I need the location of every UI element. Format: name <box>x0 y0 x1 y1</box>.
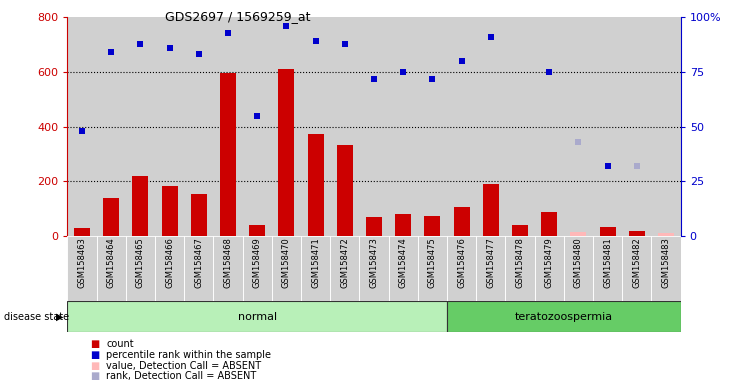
Text: ■: ■ <box>90 339 99 349</box>
Bar <box>155 17 184 236</box>
Text: GSM158472: GSM158472 <box>340 237 349 288</box>
Bar <box>67 236 96 301</box>
Bar <box>395 214 411 236</box>
Bar <box>74 228 90 236</box>
Bar <box>272 17 301 236</box>
Text: GSM158464: GSM158464 <box>107 237 116 288</box>
Text: GSM158467: GSM158467 <box>194 237 203 288</box>
Bar <box>622 236 652 301</box>
Bar <box>330 236 359 301</box>
Bar <box>242 236 272 301</box>
Text: GSM158481: GSM158481 <box>603 237 612 288</box>
Text: GSM158470: GSM158470 <box>282 237 291 288</box>
Text: GSM158483: GSM158483 <box>661 237 670 288</box>
Bar <box>301 17 330 236</box>
Text: GSM158474: GSM158474 <box>399 237 408 288</box>
Bar <box>593 17 622 236</box>
Bar <box>359 17 389 236</box>
Bar <box>67 301 447 332</box>
Text: ■: ■ <box>90 350 99 360</box>
Bar <box>220 73 236 236</box>
Bar <box>330 17 359 236</box>
Bar <box>132 176 148 236</box>
Text: GSM158469: GSM158469 <box>253 237 262 288</box>
Text: GSM158482: GSM158482 <box>632 237 641 288</box>
Bar <box>447 236 476 301</box>
Text: value, Detection Call = ABSENT: value, Detection Call = ABSENT <box>106 361 261 371</box>
Text: GSM158479: GSM158479 <box>545 237 554 288</box>
Bar <box>359 236 389 301</box>
Bar <box>103 198 119 236</box>
Bar <box>506 236 535 301</box>
Bar <box>571 232 586 236</box>
Bar <box>482 184 499 236</box>
Bar <box>307 134 324 236</box>
Text: GDS2697 / 1569259_at: GDS2697 / 1569259_at <box>165 10 310 23</box>
Text: GSM158478: GSM158478 <box>515 237 524 288</box>
Bar <box>535 236 564 301</box>
Bar <box>418 236 447 301</box>
Text: GSM158480: GSM158480 <box>574 237 583 288</box>
Bar <box>126 236 155 301</box>
Bar <box>389 17 418 236</box>
Bar <box>389 236 418 301</box>
Bar <box>366 217 382 236</box>
Bar <box>593 236 622 301</box>
Bar <box>301 236 330 301</box>
Bar <box>658 233 674 236</box>
Bar <box>424 216 441 236</box>
Bar <box>447 301 681 332</box>
Bar <box>564 17 593 236</box>
Text: ■: ■ <box>90 361 99 371</box>
Bar <box>418 17 447 236</box>
Text: GSM158463: GSM158463 <box>78 237 87 288</box>
Bar <box>191 194 206 236</box>
Bar <box>67 17 96 236</box>
Text: GSM158468: GSM158468 <box>224 237 233 288</box>
Text: rank, Detection Call = ABSENT: rank, Detection Call = ABSENT <box>106 371 257 381</box>
Text: teratozoospermia: teratozoospermia <box>515 312 613 322</box>
Bar <box>162 185 177 236</box>
Text: disease state: disease state <box>4 312 69 322</box>
Bar <box>272 236 301 301</box>
Text: GSM158466: GSM158466 <box>165 237 174 288</box>
Text: ▶: ▶ <box>56 312 64 322</box>
Text: GSM158475: GSM158475 <box>428 237 437 288</box>
Text: GSM158465: GSM158465 <box>136 237 145 288</box>
Bar <box>564 236 593 301</box>
Bar <box>213 236 242 301</box>
Bar <box>652 236 681 301</box>
Bar <box>629 231 645 236</box>
Text: ■: ■ <box>90 371 99 381</box>
Bar <box>600 227 616 236</box>
Bar <box>213 17 242 236</box>
Bar <box>447 17 476 236</box>
Bar <box>155 236 184 301</box>
Bar <box>278 69 295 236</box>
Bar <box>337 144 353 236</box>
Bar <box>476 17 506 236</box>
Bar <box>242 17 272 236</box>
Bar <box>96 17 126 236</box>
Bar <box>542 212 557 236</box>
Bar <box>96 236 126 301</box>
Text: GSM158477: GSM158477 <box>486 237 495 288</box>
Bar <box>476 236 506 301</box>
Bar <box>126 17 155 236</box>
Bar <box>249 225 266 236</box>
Bar <box>622 17 652 236</box>
Bar <box>184 236 213 301</box>
Bar <box>184 17 213 236</box>
Bar <box>512 225 528 236</box>
Bar <box>535 17 564 236</box>
Text: percentile rank within the sample: percentile rank within the sample <box>106 350 272 360</box>
Text: GSM158476: GSM158476 <box>457 237 466 288</box>
Text: count: count <box>106 339 134 349</box>
Bar <box>506 17 535 236</box>
Text: GSM158473: GSM158473 <box>370 237 378 288</box>
Bar <box>652 17 681 236</box>
Text: GSM158471: GSM158471 <box>311 237 320 288</box>
Text: normal: normal <box>238 312 277 322</box>
Bar <box>453 207 470 236</box>
